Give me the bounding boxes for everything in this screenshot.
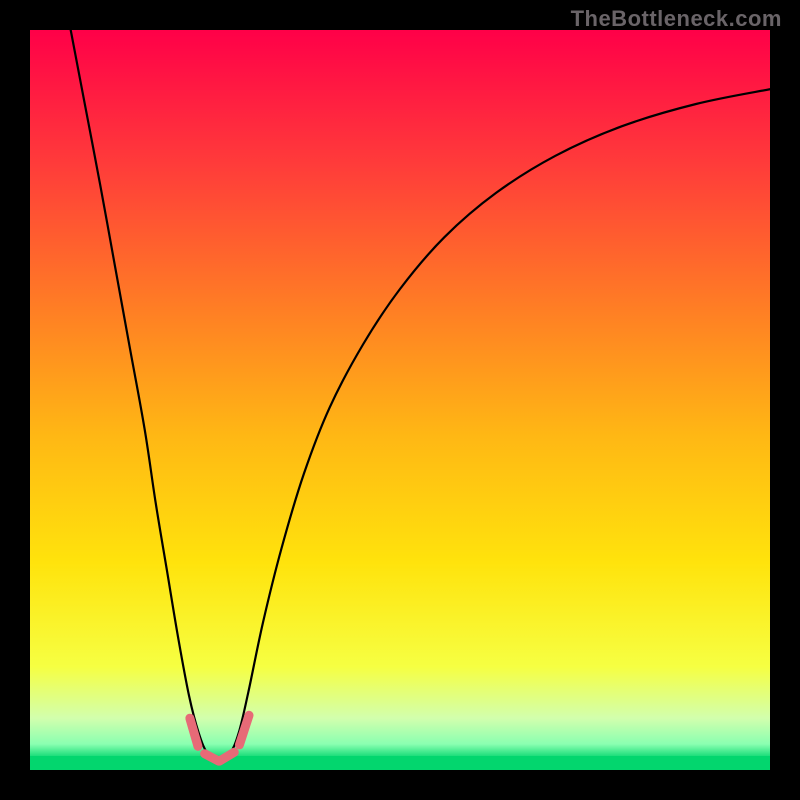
curve-layer bbox=[30, 30, 770, 770]
plot-area bbox=[30, 30, 770, 770]
notch-marker bbox=[219, 752, 234, 761]
notch-marker bbox=[239, 715, 249, 745]
notch-markers-group bbox=[190, 715, 249, 761]
watermark-text: TheBottleneck.com bbox=[571, 6, 782, 32]
notch-marker bbox=[190, 718, 198, 746]
mismatch-curve bbox=[71, 30, 770, 763]
